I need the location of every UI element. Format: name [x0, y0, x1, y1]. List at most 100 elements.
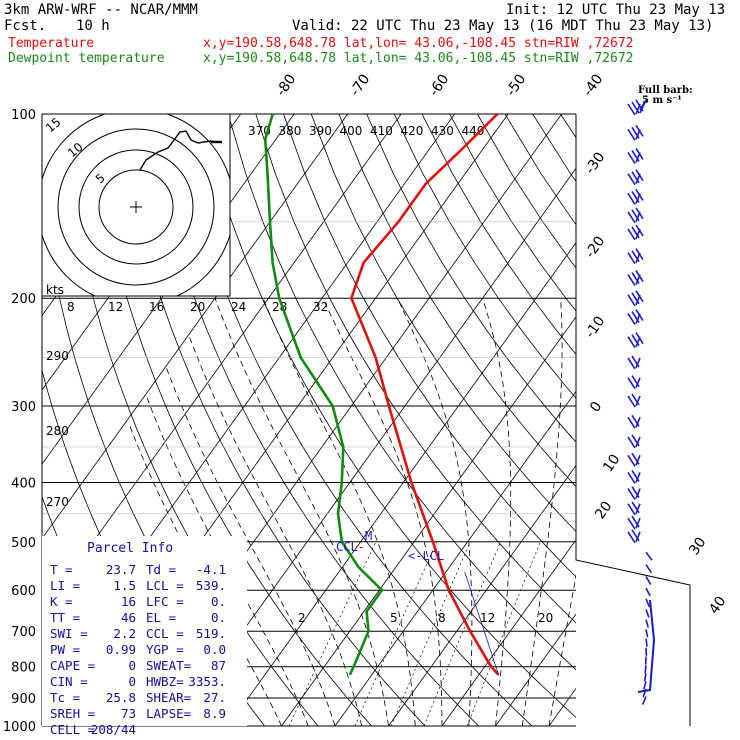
wind-barb-flag	[635, 332, 644, 345]
parcel-key: CCL =	[146, 626, 184, 641]
wind-barb-flag	[627, 193, 636, 205]
hodograph-trace	[139, 130, 220, 171]
dry-adiabat	[310, 114, 576, 533]
theta-axis-label: 440	[462, 124, 485, 138]
wind-barb-low	[645, 551, 653, 561]
wind-barb-low	[643, 673, 647, 682]
wind-speed-label: 20	[190, 300, 205, 314]
wind-barb-low	[641, 696, 647, 705]
wind-barb-flag	[631, 375, 640, 388]
wind-barb-flag	[627, 531, 636, 544]
ccl-label: CCL-	[336, 540, 365, 554]
wind-barb-flag	[631, 311, 640, 323]
wind-barb-flag	[631, 355, 640, 368]
wind-barb-flag	[627, 294, 636, 307]
pressure-tick-label: 300	[11, 400, 36, 415]
parcel-value: -4.1	[196, 562, 226, 577]
wind-barb-flag	[631, 226, 640, 239]
dry-adiabat	[588, 114, 740, 726]
parcel-value: 0.	[211, 610, 226, 625]
wind-barb-flag	[627, 377, 636, 390]
dry-adiabat	[283, 114, 576, 578]
wind-barb-low	[645, 619, 650, 628]
isotherm-label: 40	[706, 594, 729, 618]
dry-adiabat	[504, 114, 576, 226]
theta-axis-label: 420	[401, 124, 424, 138]
wind-barb-flag	[627, 357, 636, 370]
parcel-key: CIN =	[50, 674, 88, 689]
moist-adiabat	[482, 298, 512, 726]
parcel-value: 8.9	[203, 706, 226, 721]
theta-label: 280	[46, 424, 69, 438]
parcel-key: SREH =	[50, 706, 95, 721]
isotherm-line	[281, 316, 576, 726]
parcel-key: SHEAR=	[146, 690, 191, 705]
pressure-tick-label: 600	[11, 584, 36, 599]
wind-barb-flag	[631, 209, 640, 222]
parcel-value: 0	[128, 674, 136, 689]
wind-barb-flag	[635, 224, 644, 237]
theta-axis-label: 400	[340, 124, 363, 138]
wind-barb-flag	[627, 228, 636, 241]
wind-barb-flag	[627, 416, 636, 429]
wind-barb-flag	[627, 173, 636, 186]
theta-axis-label: 410	[370, 124, 393, 138]
wind-barb-flag	[631, 272, 640, 285]
hodograph-rings	[42, 114, 230, 296]
wind-barb-flag	[627, 211, 636, 224]
wind-barb-flag	[635, 270, 644, 283]
dry-adiabat	[421, 114, 576, 356]
parcel-value: 208/44	[91, 722, 136, 737]
moist-adiabat	[166, 367, 336, 726]
wind-barb-flag	[627, 503, 636, 516]
parcel-key: CAPE =	[50, 658, 95, 673]
wind-barb-low	[645, 587, 651, 597]
wind-barb-flag	[635, 148, 644, 160]
wind-barb-flag	[627, 336, 636, 349]
parcel-value: 25.8	[106, 690, 136, 705]
pressure-tick-label: 1000	[3, 720, 36, 735]
parcel-value: 0.0	[203, 642, 226, 657]
dry-adiabat	[227, 114, 576, 671]
isotherm-line	[548, 687, 576, 726]
init-time: Init: 12 UTC Thu 23 May 13	[506, 2, 725, 18]
isotherm-label: 30	[686, 535, 709, 559]
wind-barb-flag	[631, 470, 640, 482]
parcel-value: 73	[121, 706, 136, 721]
temperature-label: Temperature	[8, 36, 94, 51]
pressure-tick-label: 400	[11, 476, 36, 491]
isotherm-line	[495, 613, 576, 726]
theta-axis-label: 390	[309, 124, 332, 138]
model-title: 3km ARW-WRF -- NCAR/MMM	[4, 2, 198, 18]
isotherm-label: -60	[426, 71, 452, 99]
wind-barb-flag	[635, 169, 644, 182]
wind-barb-flag	[631, 250, 640, 263]
moist-adiabat	[521, 298, 563, 726]
isotherm-label: -80	[273, 71, 299, 99]
dry-adiabat	[449, 114, 576, 312]
wind-barb-top	[639, 99, 647, 114]
wind-barb-staff	[635, 503, 641, 515]
wind-barb-flag	[627, 454, 636, 467]
mixing-ratio-label: 12	[480, 611, 495, 625]
wind-barb-staff	[635, 472, 641, 483]
mixing-ratio-line	[354, 541, 438, 726]
wind-barb-flag	[635, 290, 644, 303]
parcel-value: 16	[121, 594, 136, 609]
wind-barb-staff	[635, 377, 641, 388]
wind-barb-flag	[631, 334, 640, 347]
forecast-label: Fcst.	[4, 18, 46, 34]
hodograph-ring	[98, 169, 174, 245]
parcel-value: 23.7	[106, 562, 136, 577]
dewpoint-label: Dewpoint temperature	[8, 51, 165, 66]
wind-barb-low	[645, 638, 648, 647]
parcel-key: HWBZ=	[146, 674, 184, 689]
wind-barb-flag	[627, 313, 636, 325]
temperature-profile	[350, 114, 500, 676]
parcel-title: Parcel Info	[87, 541, 173, 556]
parcel-value: 0.99	[106, 642, 136, 657]
dry-adiabat	[560, 114, 576, 139]
wind-barb-flag	[631, 452, 640, 465]
isotherm-line	[603, 114, 740, 726]
pressure-tick-label: 100	[11, 108, 36, 123]
